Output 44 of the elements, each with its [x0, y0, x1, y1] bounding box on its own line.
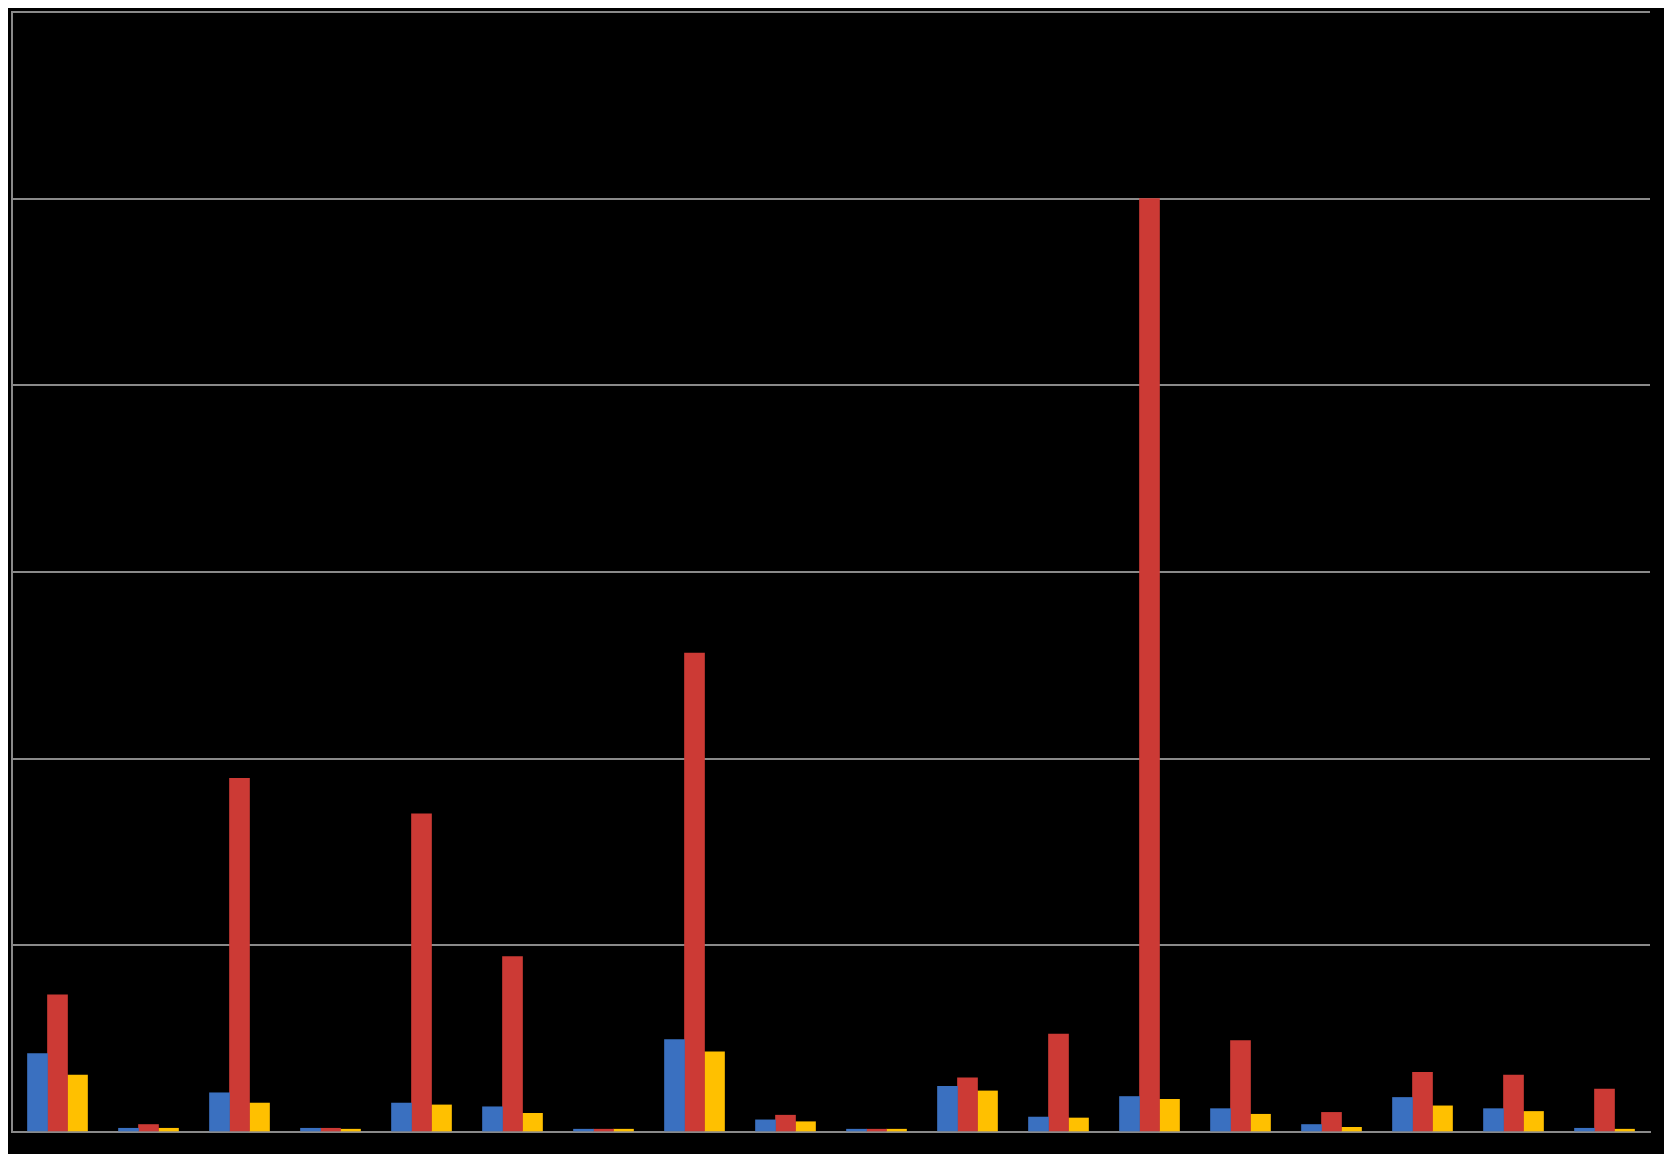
bar: [502, 956, 523, 1132]
bar: [1048, 1033, 1069, 1132]
bar: [138, 1124, 159, 1132]
bar: [937, 1085, 958, 1132]
bar: [1341, 1127, 1362, 1132]
bar: [1230, 1040, 1251, 1132]
bar: [522, 1113, 543, 1132]
bar: [1068, 1117, 1089, 1132]
bar: [1412, 1071, 1433, 1132]
bar: [118, 1127, 139, 1132]
bar: [229, 777, 250, 1132]
bar: [1432, 1105, 1453, 1132]
bar: [1159, 1099, 1180, 1132]
bar: [1392, 1097, 1413, 1132]
bar: [1250, 1113, 1271, 1132]
bar: [27, 1053, 48, 1132]
bar: [1321, 1112, 1342, 1132]
bar: [1503, 1074, 1524, 1132]
bar: [209, 1092, 230, 1132]
bar: [391, 1102, 412, 1132]
bar: [47, 994, 68, 1132]
bar: [67, 1074, 88, 1132]
bar: [1523, 1111, 1544, 1132]
bar: [1594, 1088, 1615, 1132]
bar: [795, 1121, 816, 1132]
bar: [1574, 1127, 1595, 1132]
bar: [704, 1051, 725, 1132]
bar: [1139, 198, 1160, 1132]
bar: [249, 1102, 270, 1132]
bar: [775, 1114, 796, 1132]
bar: [957, 1077, 978, 1132]
bar: [431, 1104, 452, 1132]
bar: [1301, 1124, 1322, 1132]
bar: [300, 1127, 321, 1132]
bar: [1028, 1116, 1049, 1132]
bar: [977, 1090, 998, 1132]
bar: [482, 1106, 503, 1132]
bar: [1210, 1108, 1231, 1132]
bar: [1119, 1096, 1140, 1132]
bar: [684, 652, 705, 1132]
bar: [755, 1119, 776, 1132]
bar: [411, 813, 432, 1132]
bar: [1483, 1108, 1504, 1132]
bar: [664, 1039, 685, 1132]
